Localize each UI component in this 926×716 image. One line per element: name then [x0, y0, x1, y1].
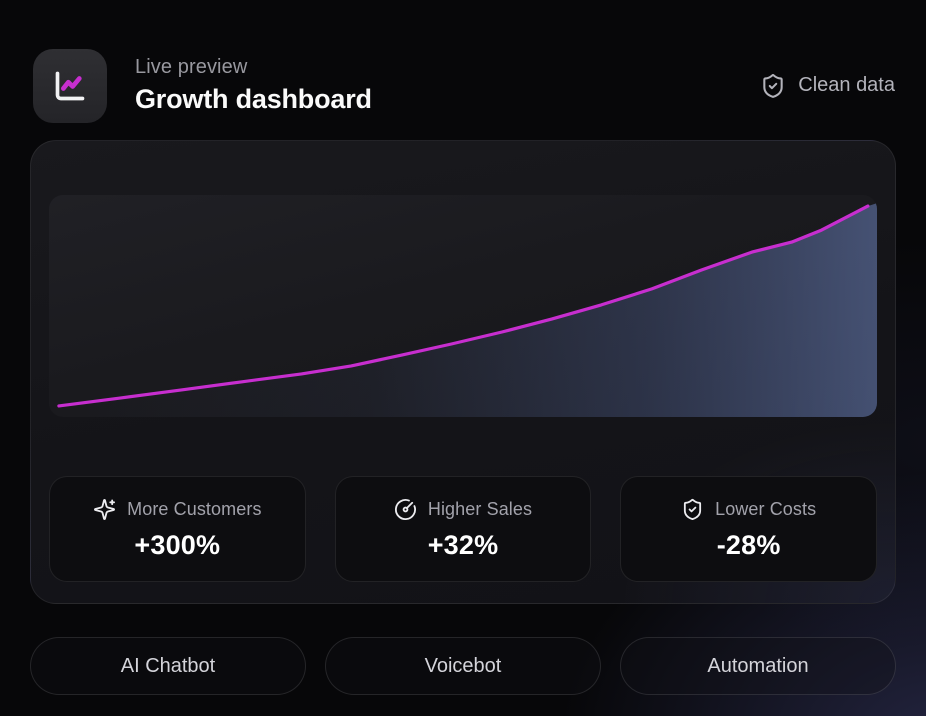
growth-chart — [57, 203, 877, 417]
chart-area — [58, 203, 877, 417]
stat-value: -28% — [716, 529, 781, 560]
stat-label: Lower Costs — [715, 498, 817, 519]
growth-chart-panel — [49, 195, 877, 417]
chart-line-icon — [55, 71, 85, 100]
shield-check-icon — [684, 498, 702, 520]
tab-ai-chatbot[interactable]: AI Chatbot — [30, 637, 306, 695]
clean-data-label: Clean data — [798, 74, 895, 96]
sparkles-icon — [94, 498, 116, 520]
footer-tabs: AI Chatbot Voicebot Automation — [30, 637, 896, 695]
page-title: Growth dashboard — [135, 84, 372, 114]
header-titles: Live preview Growth dashboard — [135, 56, 372, 115]
stats-row: More Customers +300% Higher Sales +32% — [49, 476, 877, 582]
header: Live preview Growth dashboard Clean data — [0, 0, 926, 140]
dashboard-card: More Customers +300% Higher Sales +32% — [30, 140, 896, 604]
stat-card-more-customers: More Customers +300% — [49, 476, 306, 582]
stat-label: More Customers — [127, 498, 262, 519]
stat-card-higher-sales: Higher Sales +32% — [334, 476, 592, 582]
clean-data-badge: Clean data — [760, 73, 895, 99]
stat-value: +300% — [134, 529, 221, 560]
app-icon-tile — [33, 48, 107, 123]
header-subtitle: Live preview — [135, 56, 248, 78]
chart-line — [57, 204, 870, 408]
tab-automation[interactable]: Automation — [620, 637, 896, 695]
shield-check-icon — [763, 73, 783, 98]
tab-voicebot[interactable]: Voicebot — [325, 637, 601, 695]
stat-card-lower-costs: Lower Costs -28% — [620, 476, 877, 582]
gauge-icon — [394, 498, 416, 520]
stat-value: +32% — [427, 529, 499, 560]
stat-label: Higher Sales — [427, 498, 533, 519]
